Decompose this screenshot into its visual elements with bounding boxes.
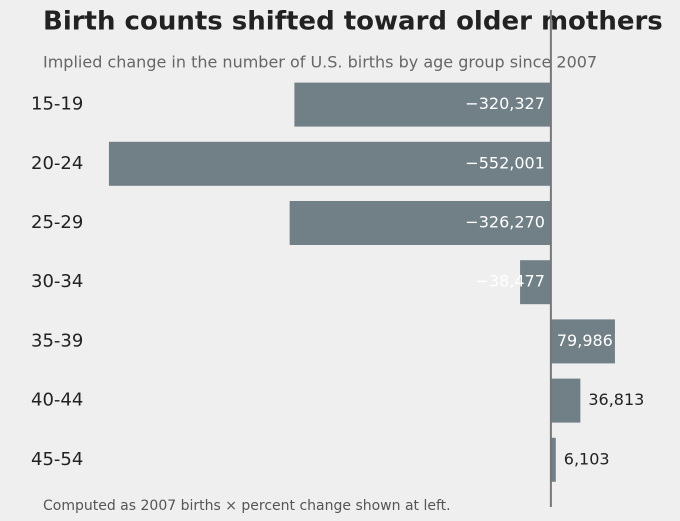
footnote: Computed as 2007 births × percent change… xyxy=(43,498,451,514)
bar xyxy=(550,319,615,364)
category-label: 25-29 xyxy=(31,212,83,233)
category-label: 40-44 xyxy=(31,390,83,411)
value-label: −38,477 xyxy=(475,272,544,291)
value-label: 36,813 xyxy=(588,390,644,409)
category-label: 15-19 xyxy=(31,94,83,115)
chart-title: Birth counts shifted toward older mother… xyxy=(43,7,663,37)
category-label: 35-39 xyxy=(31,330,83,351)
chart-subtitle: Implied change in the number of U.S. bir… xyxy=(43,53,597,72)
bar xyxy=(550,378,581,423)
value-label: 79,986 xyxy=(557,331,613,350)
bar xyxy=(289,201,551,245)
bar xyxy=(108,141,551,186)
bar xyxy=(294,82,551,127)
bar xyxy=(520,260,551,305)
value-label: −326,270 xyxy=(465,213,545,232)
value-label: 6,103 xyxy=(564,449,610,468)
bar xyxy=(550,437,556,482)
category-label: 20-24 xyxy=(31,153,83,174)
value-label: −552,001 xyxy=(465,153,545,172)
category-label: 30-34 xyxy=(31,271,83,292)
category-label: 45-54 xyxy=(31,449,83,470)
value-label: −320,327 xyxy=(465,94,545,113)
